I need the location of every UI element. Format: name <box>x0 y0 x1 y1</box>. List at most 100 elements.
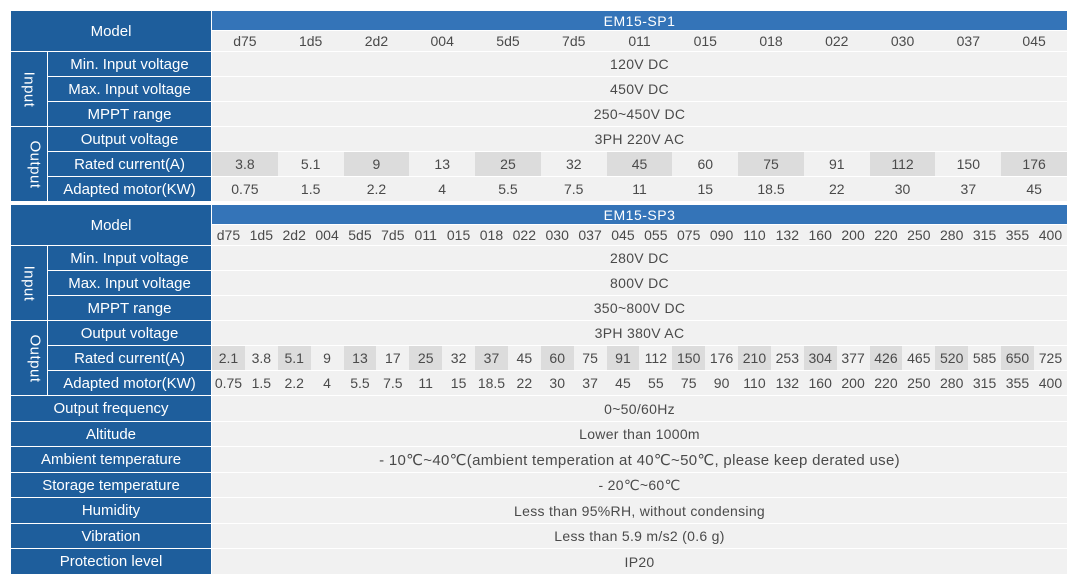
sp3-adapted-motor-cell: 132 <box>770 371 804 395</box>
sp3-max-input-row: Max. Input voltage 800V DC <box>11 271 1068 296</box>
sp1-adapted-motor-cell: 18.5 <box>738 177 804 201</box>
sp3-models-cell: 045 <box>606 225 640 245</box>
sp3-rated-current-cell: 176 <box>705 346 739 370</box>
sp3-adapted-motor-cell: 5.5 <box>343 371 377 395</box>
sp1-models-cell: 022 <box>803 31 870 51</box>
sp3-min-input-value: 280V DC <box>212 246 1068 271</box>
humidity-label: Humidity <box>11 498 213 524</box>
sp3-adapted-motor-cell: 250 <box>902 371 936 395</box>
sp3-output-voltage-label: Output voltage <box>48 321 213 346</box>
sp1-models-cell: 2d2 <box>343 31 410 51</box>
sp3-models-cell: 2d2 <box>277 225 311 245</box>
sp1-adapted-motor-cell: 2.2 <box>343 177 410 201</box>
sp3-adapted-motor-cell: 75 <box>672 371 706 395</box>
sp1-models-row: d75 1d5 2d2 004 5d5 7d5 011 015 018 022 030 037 045 <box>11 31 1068 52</box>
sp1-models-cell: 7d5 <box>540 31 607 51</box>
sp1-min-input-row: Input Min. Input voltage 120V DC <box>11 52 1068 127</box>
sp1-adapted-motor-row: Adapted motor(KW) 0.75 1.5 2.2 4 5.5 7.5 11 15 1… <box>11 177 1068 202</box>
sp3-adapted-motor-cell: 15 <box>442 371 476 395</box>
sp3-rated-current-cell: 9 <box>310 346 344 370</box>
sp1-rated-current-cell: 112 <box>869 152 936 176</box>
humidity-value: Less than 95%RH, without condensing <box>212 498 1068 524</box>
sp3-rated-current-cell: 253 <box>770 346 804 370</box>
protection-level-value: IP20 <box>212 549 1068 575</box>
sp3-rated-current-cell: 465 <box>902 346 936 370</box>
sp1-output-voltage-value: 3PH 220V AC <box>212 127 1068 152</box>
sp1-models-cell: 018 <box>738 31 804 51</box>
sp3-rated-current-cell: 5.1 <box>277 346 311 370</box>
sp3-rated-current-cell: 520 <box>935 346 969 370</box>
ambient-temperature-value: - 10℃~40℃(ambient temperation at 40℃~50℃… <box>212 447 1068 473</box>
sp1-mppt-value: 250~450V DC <box>212 102 1068 127</box>
spec-sheet: Model EM15-SP1 d75 1d5 2d2 004 5d5 7d5 011 015 0… <box>11 11 1068 575</box>
sp1-max-input-row: Max. Input voltage 450V DC <box>11 77 1068 102</box>
sp1-adapted-motor-cell: 5.5 <box>475 177 541 201</box>
sp1-models-cell: 030 <box>869 31 936 51</box>
sp1-rated-current-cell: 176 <box>1001 152 1068 176</box>
sp3-rated-current-cell: 585 <box>968 346 1002 370</box>
protection-level-label: Protection level <box>11 549 213 575</box>
humidity-row: Humidity Less than 95%RH, without conden… <box>11 498 1068 524</box>
sp1-rated-current-row: Rated current(A) 3.8 5.1 9 13 25 32 45 60 75 91 11… <box>11 152 1068 177</box>
sp3-adapted-motor-cell: 7.5 <box>376 371 410 395</box>
sp1-rated-current-label: Rated current(A) <box>48 152 213 177</box>
sp1-min-input-value: 120V DC <box>212 52 1068 77</box>
sp3-rated-current-cell: 13 <box>343 346 377 370</box>
sp1-mppt-label: MPPT range <box>48 102 213 127</box>
sp1-rated-current-cell: 150 <box>935 152 1002 176</box>
sp3-mppt-row: MPPT range 350~800V DC <box>11 296 1068 321</box>
sp3-output-side-label: Output <box>11 321 48 396</box>
sp3-adapted-motor-cell: 90 <box>705 371 739 395</box>
sp1-adapted-motor-cell: 0.75 <box>212 177 278 201</box>
vibration-value: Less than 5.9 m/s2 (0.6 g) <box>212 524 1068 549</box>
sp1-max-input-label: Max. Input voltage <box>48 77 213 102</box>
sp3-adapted-motor-cell: 280 <box>935 371 969 395</box>
sp1-adapted-motor-cell: 15 <box>672 177 739 201</box>
sp3-adapted-motor-cell: 55 <box>639 371 673 395</box>
sp3-adapted-motor-cell: 220 <box>869 371 903 395</box>
sp3-rated-current-cell: 91 <box>606 346 640 370</box>
sp3-adapted-motor-cell: 45 <box>606 371 640 395</box>
sp3-model-label: Model <box>11 205 213 246</box>
sp3-series-name: EM15-SP3 <box>212 205 1068 225</box>
sp1-adapted-motor-cell: 37 <box>935 177 1002 201</box>
sp3-adapted-motor-cell: 30 <box>540 371 574 395</box>
sp1-series-name: EM15-SP1 <box>212 11 1068 31</box>
sp3-mppt-value: 350~800V DC <box>212 296 1068 321</box>
output-frequency-row: Output frequency 0~50/60Hz <box>11 396 1068 422</box>
sp1-adapted-motor-cell: 22 <box>803 177 870 201</box>
sp3-rated-current-row: Rated current(A) 2.1 3.8 5.1 9 13 17 25 32 37 45 6… <box>11 346 1068 371</box>
sp3-models-cell: 090 <box>705 225 739 245</box>
sp3-models-cell: 110 <box>738 225 771 245</box>
sp3-models-cell: 055 <box>639 225 673 245</box>
sp1-rated-current-cell: 32 <box>540 152 607 176</box>
sp3-rated-current-cell: 2.1 <box>212 346 245 370</box>
sp1-adapted-motor-label: Adapted motor(KW) <box>48 177 213 202</box>
sp3-models-cell: 400 <box>1033 225 1068 245</box>
sp3-adapted-motor-cell: 0.75 <box>212 371 245 395</box>
sp3-adapted-motor-cell: 1.5 <box>244 371 278 395</box>
sp1-output-voltage-label: Output voltage <box>48 127 213 152</box>
sp1-adapted-motor-cell: 1.5 <box>277 177 344 201</box>
sp1-models-cell: 004 <box>409 31 476 51</box>
sp3-rated-current-cell: 210 <box>738 346 771 370</box>
storage-temperature-value: - 20℃~60℃ <box>212 473 1068 498</box>
sp3-adapted-motor-cell: 200 <box>836 371 870 395</box>
sp3-models-cell: 355 <box>1001 225 1034 245</box>
sp1-rated-current-cell: 9 <box>343 152 410 176</box>
sp3-adapted-motor-cell: 11 <box>409 371 443 395</box>
sp3-models-cell: 5d5 <box>343 225 377 245</box>
output-frequency-value: 0~50/60Hz <box>212 396 1068 422</box>
sp3-models-cell: 004 <box>310 225 344 245</box>
sp3-adapted-motor-label: Adapted motor(KW) <box>48 371 213 396</box>
sp1-output-side-label: Output <box>11 127 48 202</box>
altitude-label: Altitude <box>11 422 213 447</box>
sp3-models-cell: 132 <box>770 225 804 245</box>
storage-temperature-label: Storage temperature <box>11 473 213 498</box>
sp3-models-cell: 220 <box>869 225 903 245</box>
sp3-rated-current-cell: 17 <box>376 346 410 370</box>
sp3-input-side-label: Input <box>11 246 48 321</box>
altitude-row: Altitude Lower than 1000m <box>11 422 1068 447</box>
sp1-models-cell: 015 <box>672 31 739 51</box>
sp3-rated-current-cell: 377 <box>836 346 870 370</box>
